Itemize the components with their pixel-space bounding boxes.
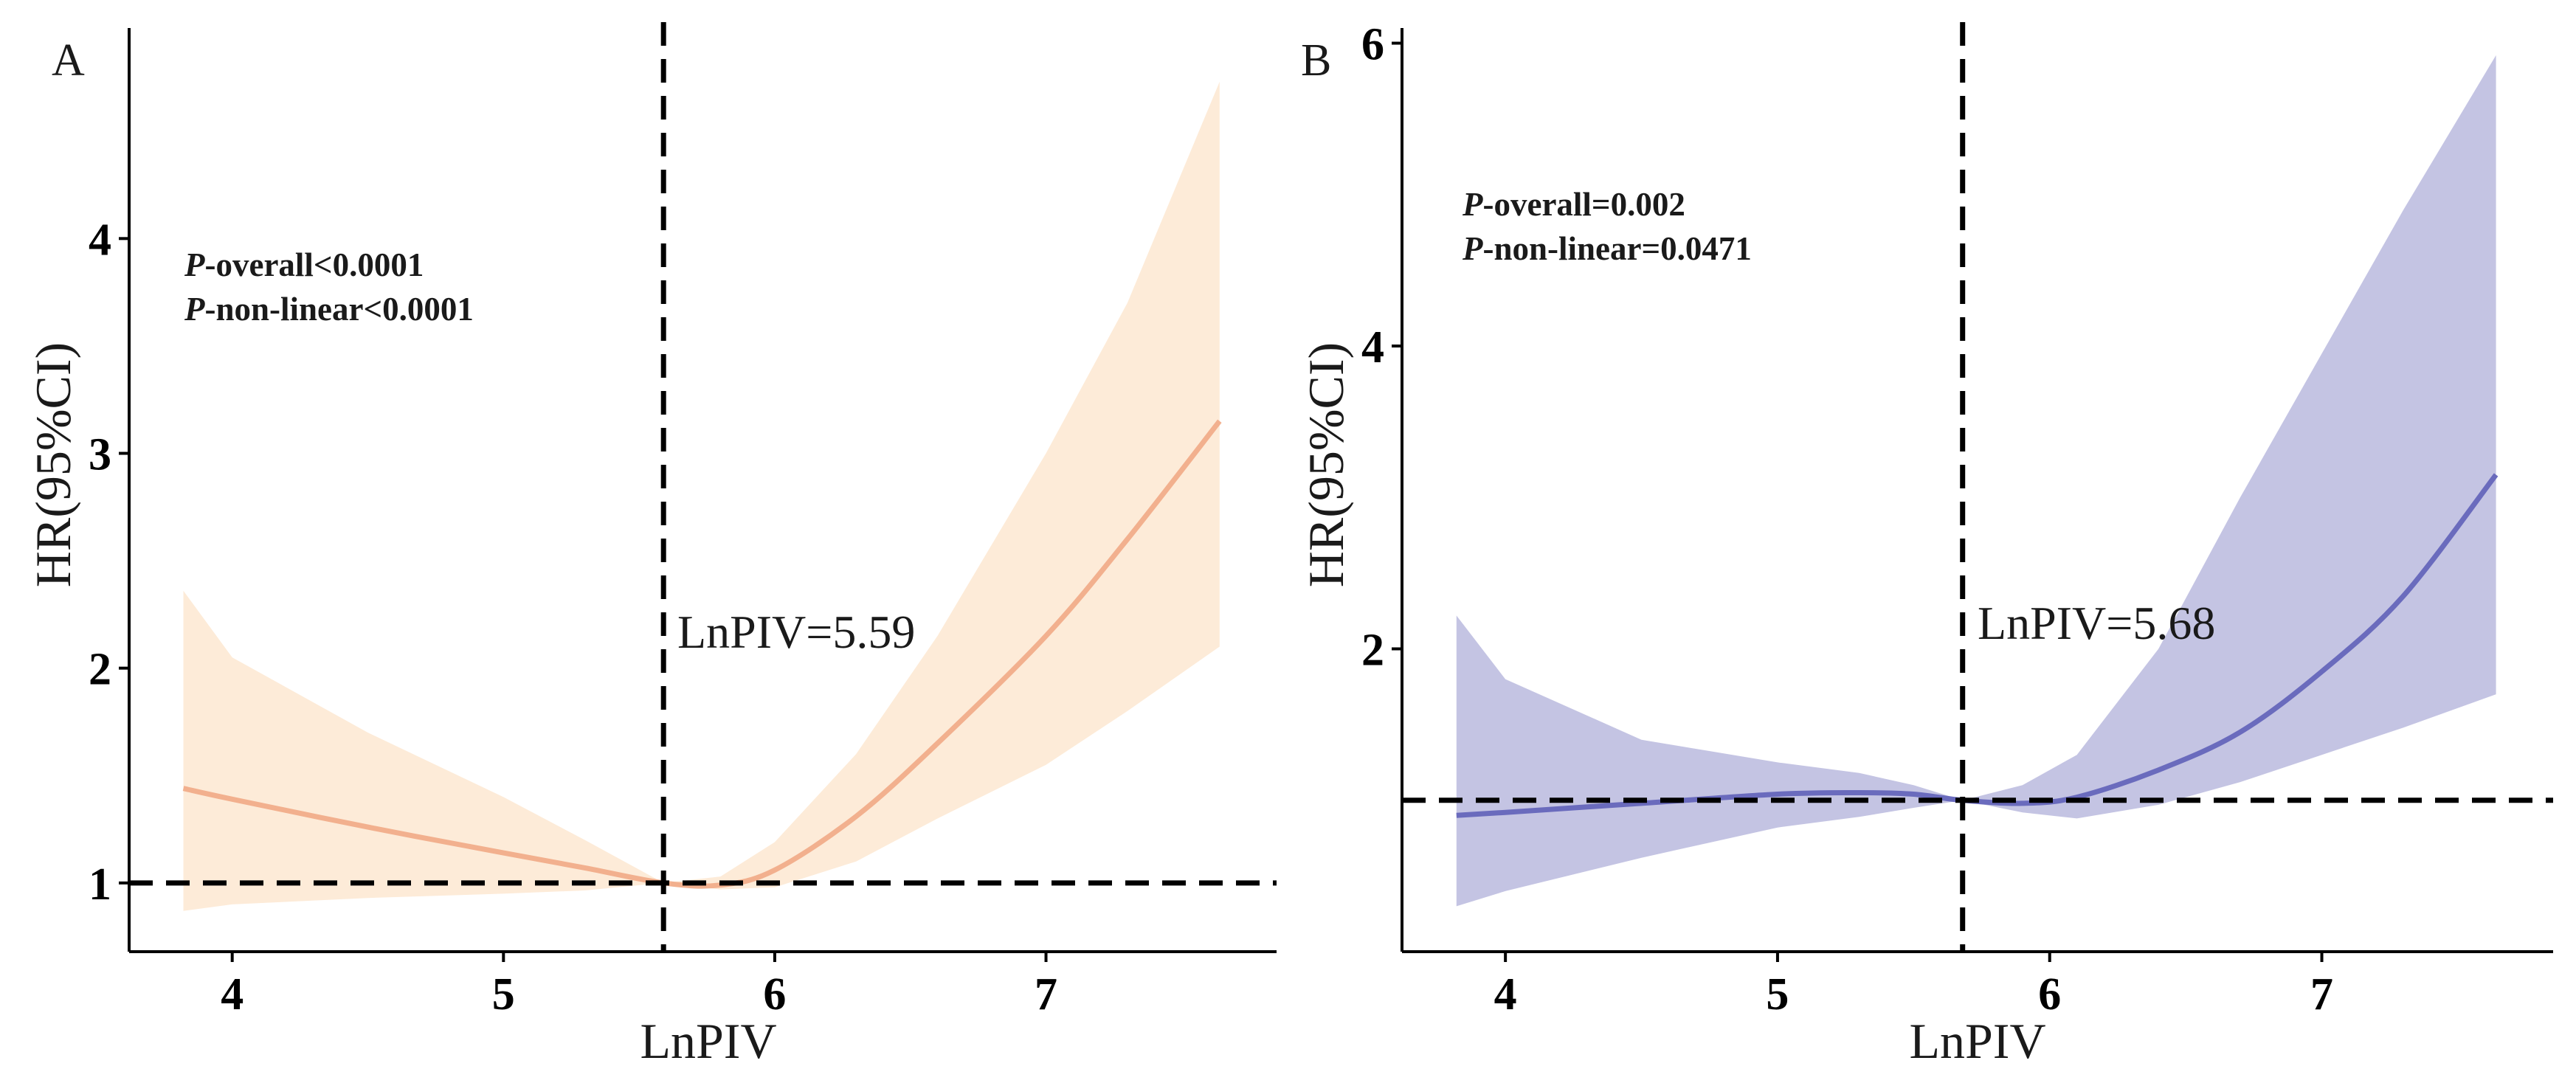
x-tick-label: 7 — [2310, 969, 2333, 1020]
y-tick-label: 4 — [89, 215, 111, 265]
stat-overall-b: P-overall=0.002 — [1462, 186, 1685, 223]
panel-a: 4 5 6 7 1 2 3 4 A LnPIV HR(95%CI) LnPIV=5.59 P… — [25, 22, 1277, 1069]
ci-band-a — [183, 81, 1220, 911]
y-axis-title-b: HR(95%CI) — [1298, 342, 1354, 587]
x-tick-label: 6 — [2038, 969, 2061, 1020]
panel-label-a: A — [52, 35, 85, 86]
y-tick-label: 2 — [1361, 626, 1384, 676]
reference-label-a: LnPIV=5.59 — [677, 606, 915, 658]
stat-overall-a-value: -overall<0.0001 — [205, 246, 424, 283]
y-tick-label: 6 — [1361, 20, 1384, 70]
y-tick-label: 1 — [89, 859, 111, 910]
stat-overall-a: P-overall<0.0001 — [184, 246, 424, 283]
stat-nonlinear-b-italic: P — [1462, 230, 1483, 267]
stat-overall-a-italic: P — [184, 246, 205, 283]
x-axis-title-b: LnPIV — [1909, 1013, 2045, 1069]
x-tick-label: 5 — [1766, 969, 1789, 1020]
stat-nonlinear-a-value: -non-linear<0.0001 — [205, 291, 474, 328]
x-tick-label: 4 — [1494, 969, 1517, 1020]
y-tick-label: 2 — [89, 645, 111, 695]
x-tick-label: 6 — [763, 969, 786, 1020]
panel-label-b: B — [1301, 35, 1331, 86]
y-tick-label: 3 — [89, 430, 111, 480]
panel-b: 4 5 6 7 2 4 6 B LnPIV HR(95%CI) LnPIV=5.68 P-… — [1298, 20, 2553, 1069]
x-tick-label: 5 — [492, 969, 515, 1020]
y-ticks-a: 1 2 3 4 — [89, 215, 129, 910]
y-tick-label: 4 — [1361, 322, 1384, 373]
x-axis-title-a: LnPIV — [640, 1013, 776, 1069]
ci-band-b — [1456, 55, 2496, 907]
stat-nonlinear-b: P-non-linear=0.0471 — [1462, 230, 1752, 267]
reference-label-b: LnPIV=5.68 — [1978, 597, 2215, 649]
x-tick-label: 7 — [1035, 969, 1057, 1020]
x-ticks-b: 4 5 6 7 — [1494, 952, 2333, 1020]
hr-curve-a — [182, 419, 1222, 889]
hr-curve-b — [1456, 473, 2499, 818]
stat-nonlinear-a: P-non-linear<0.0001 — [184, 291, 474, 328]
x-tick-label: 4 — [221, 969, 244, 1020]
stat-overall-b-value: -overall=0.002 — [1483, 186, 1685, 223]
x-ticks-a: 4 5 6 7 — [221, 952, 1057, 1020]
stat-nonlinear-b-value: -non-linear=0.0471 — [1483, 230, 1752, 267]
y-axis-title-a: HR(95%CI) — [25, 342, 81, 587]
stat-overall-b-italic: P — [1462, 186, 1483, 223]
y-ticks-b: 2 4 6 — [1361, 20, 1402, 676]
stat-nonlinear-a-italic: P — [184, 291, 205, 328]
